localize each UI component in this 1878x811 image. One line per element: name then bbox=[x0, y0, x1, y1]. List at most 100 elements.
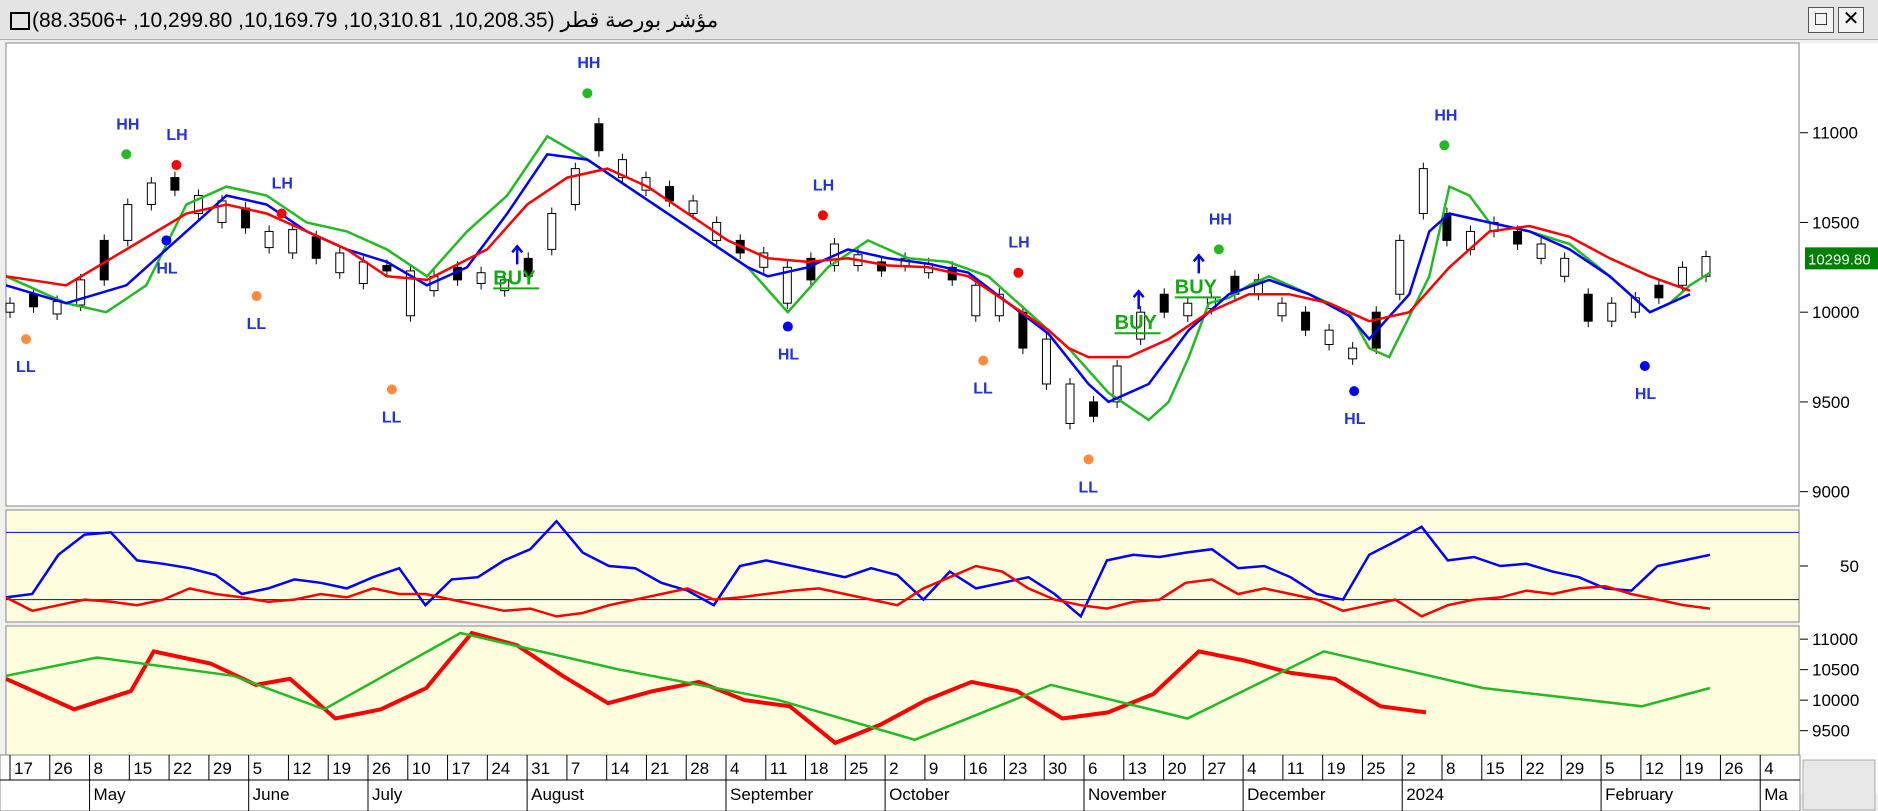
candle-body bbox=[264, 230, 274, 249]
candle-body bbox=[1159, 293, 1169, 313]
candle-body bbox=[358, 261, 368, 284]
candle-body bbox=[1583, 293, 1593, 322]
x-day-label: 23 bbox=[1008, 759, 1027, 778]
lower-y-tick-label: 10500 bbox=[1812, 661, 1859, 680]
x-day-label: 24 bbox=[491, 759, 510, 778]
x-day-label: 14 bbox=[611, 759, 630, 778]
candle-body bbox=[877, 261, 887, 272]
candle-body bbox=[1442, 212, 1452, 241]
candle-body bbox=[782, 266, 792, 304]
candle-body bbox=[193, 195, 203, 214]
x-day-label: 22 bbox=[1526, 759, 1545, 778]
candle-body bbox=[1348, 347, 1358, 360]
candle-body bbox=[523, 257, 533, 277]
signal-label: HL bbox=[1635, 386, 1657, 403]
candle-body bbox=[617, 159, 627, 179]
candle-body bbox=[382, 265, 392, 272]
x-day-label: 31 bbox=[531, 759, 550, 778]
oscillator-y-tick-label: 50 bbox=[1840, 557, 1859, 576]
title-name: مؤشر بورصة قطر bbox=[560, 9, 719, 32]
candle-body bbox=[1418, 168, 1428, 214]
candle-body bbox=[405, 270, 415, 317]
x-day-label: 5 bbox=[253, 759, 262, 778]
signal-dot bbox=[1213, 244, 1224, 255]
restore-icon: □ bbox=[1814, 8, 1828, 30]
candle-body bbox=[547, 212, 557, 250]
x-day-label: 21 bbox=[650, 759, 669, 778]
x-day-label: 26 bbox=[372, 759, 391, 778]
x-day-label: 2 bbox=[1406, 759, 1415, 778]
price-panel bbox=[5, 42, 1800, 507]
signal-dot bbox=[121, 149, 132, 160]
signal-label: LH bbox=[166, 127, 187, 144]
signal-label: HH bbox=[116, 116, 139, 133]
corner-box bbox=[1802, 759, 1876, 811]
moving-average-line-2 bbox=[5, 152, 1691, 404]
signal-label: HH bbox=[1209, 211, 1232, 228]
candle-body bbox=[1677, 266, 1687, 286]
signal-dot bbox=[276, 208, 287, 219]
candle-body bbox=[146, 182, 156, 206]
candle-body bbox=[994, 293, 1004, 317]
x-month-label: Ma bbox=[1764, 785, 1788, 804]
x-day-label: 29 bbox=[1565, 759, 1584, 778]
x-day-label: 27 bbox=[1207, 759, 1226, 778]
signal-dot bbox=[1349, 386, 1360, 397]
x-day-label: 22 bbox=[173, 759, 192, 778]
x-day-label: 12 bbox=[1645, 759, 1664, 778]
price-y-tick-label: 10500 bbox=[1812, 213, 1859, 232]
x-day-label: 19 bbox=[1327, 759, 1346, 778]
x-day-label: 5 bbox=[1605, 759, 1614, 778]
signal-dot bbox=[817, 210, 828, 221]
x-month-label: July bbox=[372, 785, 403, 804]
candle-body bbox=[5, 302, 15, 313]
title-values: (10,208.35, 10,310.81, 10,169.79, 10,299… bbox=[32, 9, 555, 32]
x-month-label: June bbox=[253, 785, 290, 804]
signal-label: LH bbox=[272, 175, 293, 192]
candle-body bbox=[52, 300, 62, 315]
candle-body bbox=[1183, 302, 1193, 317]
candle-body bbox=[594, 123, 604, 152]
lower-line-2 bbox=[5, 631, 1711, 742]
x-day-label: 8 bbox=[1446, 759, 1455, 778]
signal-label: LL bbox=[973, 381, 993, 398]
signal-dot bbox=[1083, 454, 1094, 465]
x-month-label: May bbox=[94, 785, 127, 804]
buy-label: BUY bbox=[493, 267, 536, 289]
oscillator-line-1 bbox=[5, 519, 1711, 619]
lower-y-tick-label: 11000 bbox=[1812, 630, 1858, 649]
signal-label: HH bbox=[577, 55, 600, 72]
signal-label: HL bbox=[156, 260, 178, 277]
window-title: مؤشر بورصة قطر (10,208.35, 10,310.81, 10… bbox=[10, 8, 718, 33]
candle-body bbox=[29, 293, 39, 308]
close-button[interactable]: ✕ bbox=[1838, 7, 1864, 33]
x-day-label: 7 bbox=[571, 759, 580, 778]
title-bar: مؤشر بورصة قطر (10,208.35, 10,310.81, 10… bbox=[0, 0, 1878, 40]
restore-button[interactable]: □ bbox=[1808, 7, 1834, 33]
x-day-label: 15 bbox=[1486, 759, 1505, 778]
x-day-label: 10 bbox=[412, 759, 431, 778]
candle-body bbox=[1513, 230, 1523, 245]
x-day-label: 25 bbox=[1366, 759, 1385, 778]
x-day-label: 17 bbox=[452, 759, 471, 778]
x-day-label: 30 bbox=[1048, 759, 1067, 778]
x-day-label: 13 bbox=[1128, 759, 1147, 778]
signal-dot bbox=[1439, 140, 1450, 151]
candle-body bbox=[1607, 302, 1617, 322]
x-month-label: August bbox=[531, 785, 584, 804]
chart-area: LL HH LH HL LH LL LL HH LH HL LL LH LL HH HL HH HL BUY BUY… bbox=[0, 42, 1878, 811]
x-day-label: 12 bbox=[292, 759, 311, 778]
signal-dot bbox=[1013, 267, 1024, 278]
x-day-label: 19 bbox=[1685, 759, 1704, 778]
candle-body bbox=[76, 279, 86, 306]
x-day-label: 26 bbox=[54, 759, 73, 778]
x-day-label: 4 bbox=[730, 759, 739, 778]
close-icon: ✕ bbox=[1842, 8, 1860, 30]
candle-body bbox=[1065, 383, 1075, 424]
signal-dot bbox=[21, 334, 32, 345]
x-day-label: 4 bbox=[1247, 759, 1256, 778]
candle-body bbox=[971, 284, 981, 317]
x-day-label: 28 bbox=[690, 759, 709, 778]
x-day-label: 29 bbox=[213, 759, 232, 778]
buy-arrow-icon bbox=[511, 244, 524, 265]
